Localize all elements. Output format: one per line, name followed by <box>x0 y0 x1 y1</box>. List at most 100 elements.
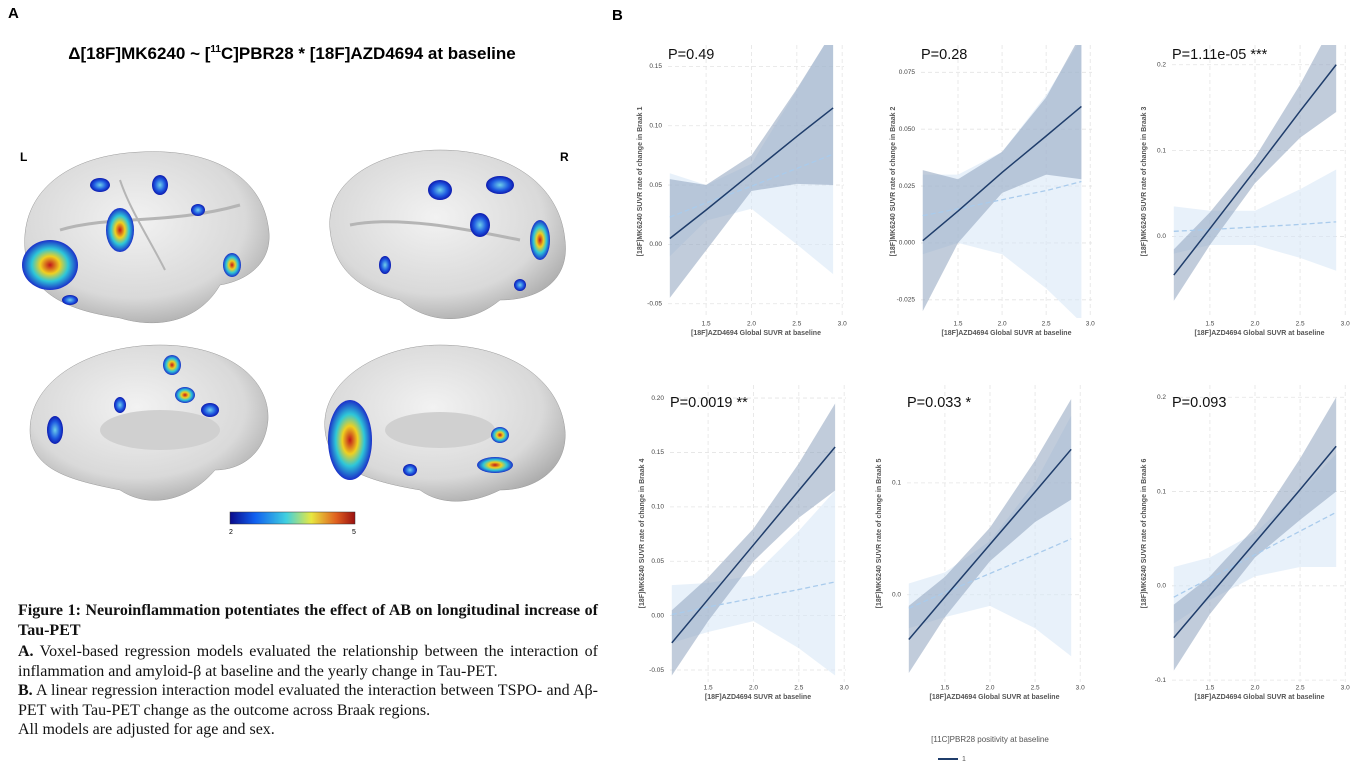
title-part: C]PBR28 * [18F]AZD4694 at baseline <box>221 44 516 63</box>
y-tick-label: 0.075 <box>899 69 916 76</box>
chart: 0.0 0.1 1.5 2.0 2.5 3.0 P=0.033 * [18F]AZD4694 … <box>876 385 1085 701</box>
legend-label: 1 <box>962 756 966 763</box>
x-tick-label: 1.5 <box>1205 321 1214 328</box>
x-tick-label: 2.0 <box>985 685 994 692</box>
y-tick-label: 0.00 <box>649 241 662 248</box>
y-axis-label: [18F]MK6240 SUVR rate of change in Braak… <box>890 107 897 257</box>
y-axis-label: [18F]MK6240 SUVR rate of change in Braak… <box>637 107 644 257</box>
hemisphere-label: L <box>20 150 27 164</box>
caption-text: Voxel-based regression models evaluated … <box>18 643 598 680</box>
y-tick-label: 0.2 <box>1157 61 1166 68</box>
caption: Figure 1: Neuroinflammation potentiates … <box>18 601 598 740</box>
p-value: P=0.0019 ** <box>670 395 748 411</box>
x-axis-label: [18F]AZD4694 Global SUVR at baseline <box>1195 330 1325 337</box>
y-tick-label: 0.20 <box>651 395 664 402</box>
y-tick-label: 0.05 <box>651 558 664 565</box>
x-axis-label: [18F]AZD4694 Global SUVR at baseline <box>942 330 1072 337</box>
x-tick-label: 2.5 <box>792 321 801 328</box>
legend-title: [11C]PBR28 positivity at baseline <box>931 735 1049 744</box>
y-tick-label: 0.05 <box>649 182 662 189</box>
y-axis-label: [18F]MK6240 SUVR rate of change in Braak… <box>1141 459 1148 609</box>
colorbar-label: 5 <box>352 529 356 536</box>
title-part: Δ[18F]MK6240 ~ [ <box>68 44 210 63</box>
y-tick-label: 0.0 <box>1157 233 1166 240</box>
y-tick-label: -0.05 <box>647 300 662 307</box>
plot-area <box>1174 397 1336 670</box>
p-value: P=0.28 <box>921 47 967 63</box>
p-value: P=1.11e-05 *** <box>1172 47 1268 63</box>
y-tick-label: 0.050 <box>899 126 916 133</box>
y-tick-label: 0.15 <box>649 63 662 70</box>
brain-right-medial <box>325 345 566 501</box>
x-tick-label: 2.5 <box>1031 685 1040 692</box>
x-axis-label: [18F]AZD4694 Global SUVR at baseline <box>691 330 821 337</box>
y-tick-label: 0.10 <box>651 504 664 511</box>
y-axis-label: [18F]MK6240 SUVR rate of change in Braak… <box>1141 107 1148 257</box>
x-tick-label: 1.5 <box>1205 685 1214 692</box>
caption-label: B. <box>18 682 33 699</box>
x-axis-label: [18F]AZD4694 Global SUVR at baseline <box>1195 694 1325 701</box>
y-tick-label: -0.05 <box>649 667 664 674</box>
chart: -0.1 0.0 0.1 0.2 1.5 2.0 2.5 3.0 P=0.093 [18F]AZD… <box>1141 385 1350 701</box>
x-tick-label: 2.5 <box>1296 685 1305 692</box>
x-tick-label: 2.5 <box>794 685 803 692</box>
chart: 0.0 0.1 0.2 1.5 2.0 2.5 3.0 P=1.11e-05 *** [18F]… <box>1141 18 1350 337</box>
title-sup: 11 <box>210 44 221 55</box>
y-tick-label: -0.1 <box>1155 677 1167 684</box>
x-tick-label: 2.0 <box>747 321 756 328</box>
y-tick-label: 0.2 <box>1157 394 1166 401</box>
x-tick-label: 2.0 <box>998 321 1007 328</box>
page: A B Δ[18F]MK6240 ~ [11C]PBR28 * [18F]AZD… <box>0 0 1362 763</box>
x-tick-label: 3.0 <box>838 321 847 328</box>
p-value: P=0.093 <box>1172 395 1226 411</box>
p-value: P=0.49 <box>668 47 714 63</box>
figure-title: Δ[18F]MK6240 ~ [11C]PBR28 * [18F]AZD4694… <box>68 44 516 64</box>
x-tick-label: 1.5 <box>704 685 713 692</box>
x-axis-label: [18F]AZD4694 Global SUVR at baseline <box>930 694 1060 701</box>
caption-b: B. A linear regression interaction model… <box>18 681 598 720</box>
x-tick-label: 3.0 <box>1341 685 1350 692</box>
x-tick-label: 1.5 <box>953 321 962 328</box>
caption-title: Figure 1: Neuroinflammation potentiates … <box>18 601 598 640</box>
y-axis-label: [18F]MK6240 SUVR rate of change in Braak… <box>639 459 646 609</box>
y-tick-label: 0.1 <box>1157 488 1166 495</box>
x-tick-label: 3.0 <box>1341 321 1350 328</box>
x-tick-label: 2.5 <box>1042 321 1051 328</box>
x-tick-label: 1.5 <box>702 321 711 328</box>
x-tick-label: 3.0 <box>1076 685 1085 692</box>
brain-left-lateral <box>22 152 269 323</box>
y-tick-label: 0.025 <box>899 183 916 190</box>
chart: -0.05 0.00 0.05 0.10 0.15 0.20 1.5 2.0 2.5 3.0 P=0… <box>639 385 849 701</box>
chart: -0.05 0.00 0.05 0.10 0.15 1.5 2.0 2.5 3.0 P=0.49 [… <box>637 31 847 337</box>
x-tick-label: 2.0 <box>1250 685 1259 692</box>
y-tick-label: 0.1 <box>892 480 901 487</box>
brain-right-lateral <box>330 150 566 319</box>
y-tick-label: 0.000 <box>899 240 916 247</box>
caption-a: A. Voxel-based regression models evaluat… <box>18 642 598 681</box>
x-tick-label: 3.0 <box>1086 321 1095 328</box>
caption-text: A linear regression interaction model ev… <box>18 682 598 719</box>
caption-note: All models are adjusted for age and sex. <box>18 720 598 740</box>
p-value: P=0.033 * <box>907 395 971 411</box>
y-axis-label: [18F]MK6240 SUVR rate of change in Braak… <box>876 459 883 609</box>
x-axis-label: [18F]AZD4694 SUVR at baseline <box>705 694 811 701</box>
panel-label: B <box>612 7 623 24</box>
y-tick-label: 0.0 <box>1157 583 1166 590</box>
panel-label: A <box>8 5 19 22</box>
colorbar <box>230 512 355 524</box>
y-tick-label: 0.00 <box>651 612 664 619</box>
x-tick-label: 3.0 <box>840 685 849 692</box>
y-tick-label: 0.1 <box>1157 147 1166 154</box>
y-tick-label: -0.025 <box>897 297 916 304</box>
x-tick-label: 2.0 <box>1250 321 1259 328</box>
chart: -0.025 0.000 0.025 0.050 0.075 1.5 2.0 2.5 3.0 P=… <box>890 34 1095 337</box>
y-tick-label: 0.15 <box>651 449 664 456</box>
y-tick-label: 0.10 <box>649 122 662 129</box>
caption-label: A. <box>18 643 34 660</box>
x-tick-label: 2.0 <box>749 685 758 692</box>
colorbar-label: 2 <box>229 529 233 536</box>
x-tick-label: 1.5 <box>940 685 949 692</box>
y-tick-label: 0.0 <box>892 591 901 598</box>
x-tick-label: 2.5 <box>1296 321 1305 328</box>
brain-left-medial <box>30 345 268 500</box>
